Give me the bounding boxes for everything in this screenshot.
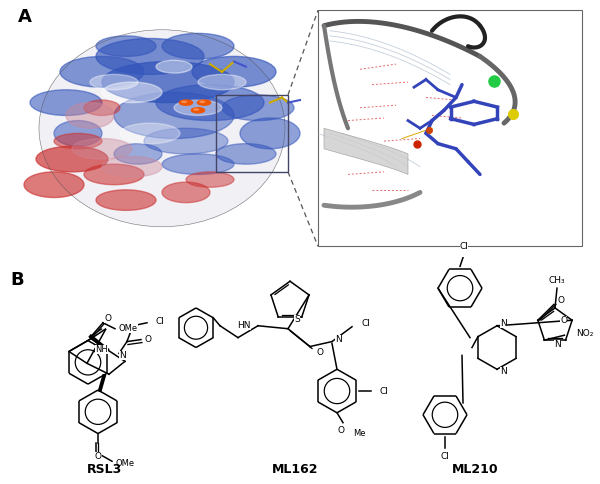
Ellipse shape xyxy=(200,101,205,103)
Text: O: O xyxy=(337,426,344,435)
Ellipse shape xyxy=(156,60,192,73)
Ellipse shape xyxy=(198,75,246,90)
Text: O: O xyxy=(557,296,565,305)
Bar xyxy=(318,10,582,246)
Text: O: O xyxy=(145,335,151,344)
Text: N: N xyxy=(500,367,507,376)
Ellipse shape xyxy=(240,118,300,149)
Ellipse shape xyxy=(54,121,102,146)
Ellipse shape xyxy=(156,85,264,121)
Ellipse shape xyxy=(60,57,144,87)
Ellipse shape xyxy=(96,38,204,75)
Ellipse shape xyxy=(120,123,180,144)
Text: Cl: Cl xyxy=(460,242,469,251)
Ellipse shape xyxy=(39,30,285,227)
Ellipse shape xyxy=(102,156,162,177)
Text: ML162: ML162 xyxy=(272,463,318,476)
Ellipse shape xyxy=(96,36,156,57)
Ellipse shape xyxy=(216,144,276,164)
Text: N: N xyxy=(500,319,507,328)
Ellipse shape xyxy=(179,100,193,105)
Text: O: O xyxy=(317,348,323,357)
Text: Me: Me xyxy=(353,429,365,438)
Ellipse shape xyxy=(102,82,162,103)
Bar xyxy=(216,95,288,172)
Ellipse shape xyxy=(114,92,234,138)
Text: CH₃: CH₃ xyxy=(548,276,565,285)
Ellipse shape xyxy=(72,138,132,159)
Ellipse shape xyxy=(84,100,120,116)
Ellipse shape xyxy=(192,57,276,87)
Text: ML210: ML210 xyxy=(452,463,499,476)
Ellipse shape xyxy=(114,144,162,164)
Ellipse shape xyxy=(182,101,187,103)
Text: B: B xyxy=(10,272,23,289)
Text: RSL3: RSL3 xyxy=(88,463,122,476)
Text: A: A xyxy=(18,8,32,26)
Text: Cl: Cl xyxy=(440,452,449,461)
Ellipse shape xyxy=(90,75,138,90)
Text: O: O xyxy=(104,314,112,323)
Ellipse shape xyxy=(102,61,234,103)
Text: Cl: Cl xyxy=(362,319,371,328)
Text: N: N xyxy=(554,340,560,348)
Text: OMe: OMe xyxy=(119,324,138,333)
Text: N: N xyxy=(335,335,342,344)
Ellipse shape xyxy=(66,103,114,128)
Ellipse shape xyxy=(222,95,294,121)
Ellipse shape xyxy=(54,134,102,149)
Text: O: O xyxy=(560,316,567,325)
Ellipse shape xyxy=(186,172,234,187)
Ellipse shape xyxy=(96,190,156,211)
Text: O: O xyxy=(95,452,101,461)
Ellipse shape xyxy=(162,154,234,174)
Ellipse shape xyxy=(174,100,222,116)
Text: N: N xyxy=(119,351,125,360)
Text: NO₂: NO₂ xyxy=(577,329,594,338)
Text: HN: HN xyxy=(238,321,251,330)
Polygon shape xyxy=(324,128,408,174)
Ellipse shape xyxy=(144,128,228,154)
Ellipse shape xyxy=(36,146,108,172)
Ellipse shape xyxy=(162,182,210,203)
Ellipse shape xyxy=(30,90,102,116)
Text: S: S xyxy=(294,315,300,323)
Text: Cl: Cl xyxy=(379,387,388,395)
Text: Cl: Cl xyxy=(156,318,165,326)
Text: NH: NH xyxy=(95,346,107,354)
Ellipse shape xyxy=(197,100,211,105)
Ellipse shape xyxy=(191,108,205,113)
Ellipse shape xyxy=(162,33,234,59)
Ellipse shape xyxy=(194,109,199,110)
Text: OMe: OMe xyxy=(116,459,135,468)
Ellipse shape xyxy=(84,164,144,185)
Ellipse shape xyxy=(24,172,84,197)
